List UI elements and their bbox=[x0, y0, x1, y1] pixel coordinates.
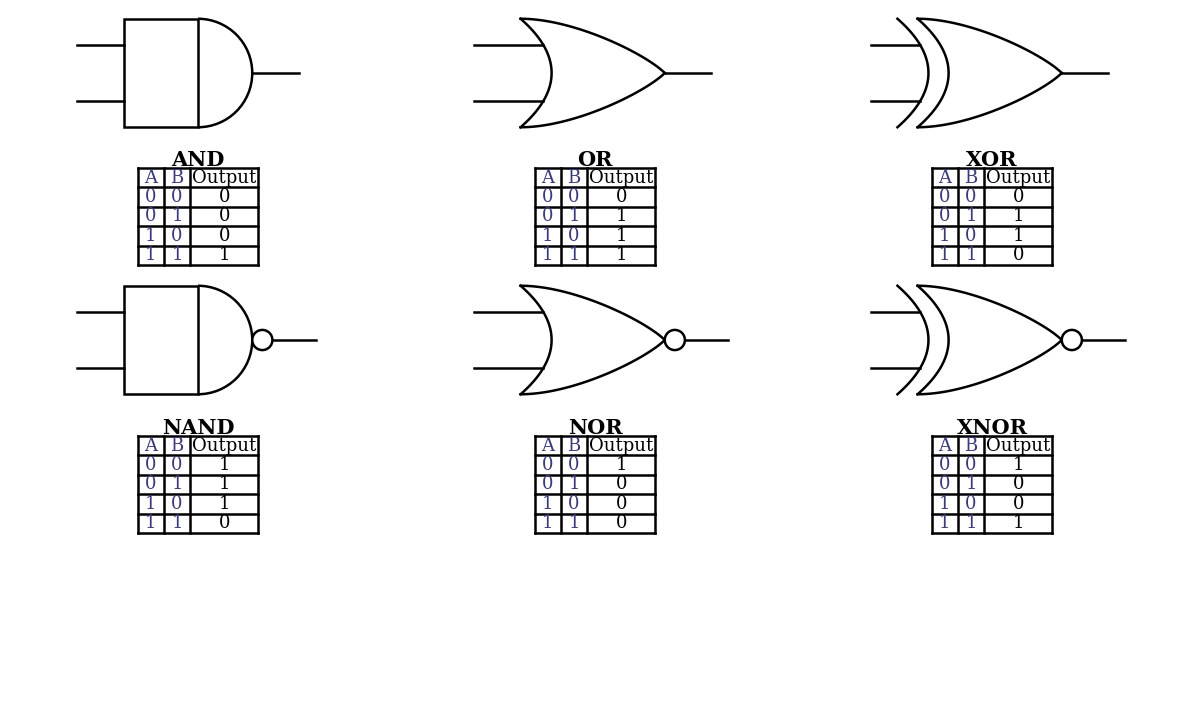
Text: 0: 0 bbox=[1013, 476, 1025, 493]
Text: Output: Output bbox=[589, 437, 653, 455]
Text: 1: 1 bbox=[219, 476, 230, 493]
Text: A: A bbox=[938, 437, 951, 455]
Text: A: A bbox=[541, 169, 555, 187]
Text: 0: 0 bbox=[541, 476, 553, 493]
Text: 0: 0 bbox=[541, 207, 553, 225]
Text: 1: 1 bbox=[541, 246, 553, 264]
Text: 1: 1 bbox=[939, 514, 951, 532]
Text: 0: 0 bbox=[965, 456, 977, 474]
Text: 0: 0 bbox=[939, 456, 951, 474]
Text: 0: 0 bbox=[145, 476, 156, 493]
Text: 0: 0 bbox=[569, 227, 580, 245]
Text: OR: OR bbox=[577, 150, 613, 170]
Text: 0: 0 bbox=[219, 188, 230, 206]
Text: 0: 0 bbox=[939, 188, 951, 206]
Text: 1: 1 bbox=[145, 246, 156, 264]
Text: 0: 0 bbox=[965, 188, 977, 206]
Circle shape bbox=[252, 330, 273, 350]
Text: 1: 1 bbox=[965, 246, 977, 264]
Text: Output: Output bbox=[193, 169, 257, 187]
Text: Output: Output bbox=[987, 437, 1051, 455]
Text: Output: Output bbox=[589, 169, 653, 187]
Text: 0: 0 bbox=[541, 188, 553, 206]
Text: 1: 1 bbox=[541, 514, 553, 532]
Text: 0: 0 bbox=[569, 495, 580, 513]
Text: B: B bbox=[170, 437, 183, 455]
Text: A: A bbox=[144, 169, 157, 187]
Text: B: B bbox=[964, 169, 978, 187]
Text: Output: Output bbox=[987, 169, 1051, 187]
Text: 0: 0 bbox=[1013, 188, 1025, 206]
Text: 0: 0 bbox=[219, 514, 230, 532]
Circle shape bbox=[665, 330, 685, 350]
Text: 1: 1 bbox=[615, 246, 627, 264]
Text: 1: 1 bbox=[1013, 207, 1025, 225]
Text: 1: 1 bbox=[965, 207, 977, 225]
Text: 0: 0 bbox=[219, 227, 230, 245]
Text: 1: 1 bbox=[219, 246, 230, 264]
Text: 0: 0 bbox=[965, 495, 977, 513]
Text: 1: 1 bbox=[939, 495, 951, 513]
Text: 0: 0 bbox=[569, 188, 580, 206]
Text: 1: 1 bbox=[1013, 514, 1025, 532]
Text: 1: 1 bbox=[541, 495, 553, 513]
Text: A: A bbox=[144, 437, 157, 455]
Text: 0: 0 bbox=[145, 188, 156, 206]
Text: 1: 1 bbox=[569, 207, 580, 225]
Text: 1: 1 bbox=[569, 514, 580, 532]
Text: 1: 1 bbox=[219, 495, 230, 513]
Text: 1: 1 bbox=[541, 227, 553, 245]
Text: XOR: XOR bbox=[966, 150, 1017, 170]
Text: 0: 0 bbox=[965, 227, 977, 245]
Text: 0: 0 bbox=[939, 207, 951, 225]
Text: 1: 1 bbox=[615, 207, 627, 225]
Text: 0: 0 bbox=[615, 495, 627, 513]
Text: Output: Output bbox=[193, 437, 257, 455]
Text: 0: 0 bbox=[569, 456, 580, 474]
Text: 1: 1 bbox=[1013, 227, 1025, 245]
Text: 0: 0 bbox=[171, 227, 183, 245]
Text: 1: 1 bbox=[145, 514, 156, 532]
Text: XNOR: XNOR bbox=[957, 418, 1027, 438]
Text: 0: 0 bbox=[615, 476, 627, 493]
Text: 1: 1 bbox=[615, 227, 627, 245]
Text: B: B bbox=[964, 437, 978, 455]
Text: 0: 0 bbox=[1013, 495, 1025, 513]
Text: 1: 1 bbox=[939, 246, 951, 264]
Circle shape bbox=[1061, 330, 1082, 350]
Text: NOR: NOR bbox=[568, 418, 622, 438]
Text: A: A bbox=[938, 169, 951, 187]
Text: 1: 1 bbox=[965, 476, 977, 493]
Text: 1: 1 bbox=[219, 456, 230, 474]
Text: 1: 1 bbox=[569, 246, 580, 264]
Text: 0: 0 bbox=[145, 456, 156, 474]
Text: 1: 1 bbox=[171, 514, 183, 532]
Text: A: A bbox=[541, 437, 555, 455]
Text: 0: 0 bbox=[615, 188, 627, 206]
Text: B: B bbox=[568, 169, 581, 187]
Text: 1: 1 bbox=[569, 476, 580, 493]
Text: AND: AND bbox=[171, 150, 225, 170]
Text: 1: 1 bbox=[615, 456, 627, 474]
Text: 1: 1 bbox=[939, 227, 951, 245]
Text: 0: 0 bbox=[939, 476, 951, 493]
Text: 0: 0 bbox=[171, 188, 183, 206]
Text: 0: 0 bbox=[219, 207, 230, 225]
Text: 0: 0 bbox=[541, 456, 553, 474]
Text: 1: 1 bbox=[171, 246, 183, 264]
Text: 1: 1 bbox=[171, 207, 183, 225]
Text: 0: 0 bbox=[615, 514, 627, 532]
Text: NAND: NAND bbox=[162, 418, 234, 438]
Text: 0: 0 bbox=[145, 207, 156, 225]
Text: 0: 0 bbox=[1013, 246, 1025, 264]
Text: 1: 1 bbox=[171, 476, 183, 493]
Text: 1: 1 bbox=[145, 227, 156, 245]
Text: 1: 1 bbox=[965, 514, 977, 532]
Text: 1: 1 bbox=[145, 495, 156, 513]
Text: 0: 0 bbox=[171, 495, 183, 513]
Text: B: B bbox=[568, 437, 581, 455]
Text: 1: 1 bbox=[1013, 456, 1025, 474]
Text: 0: 0 bbox=[171, 456, 183, 474]
Text: B: B bbox=[170, 169, 183, 187]
